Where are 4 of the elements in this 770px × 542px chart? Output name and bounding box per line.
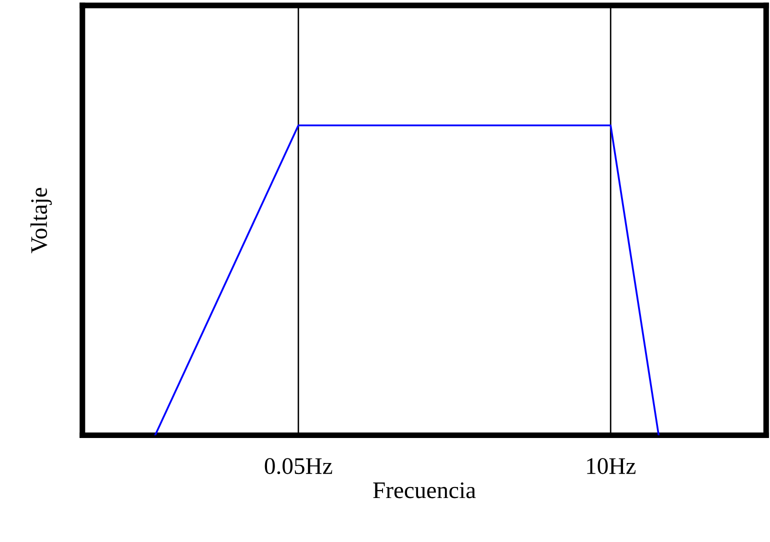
x-tick-label: 0.05Hz [264,458,332,474]
x-tick-label: 10Hz [587,458,636,474]
x-axis-title: Frecuencia [373,482,476,498]
y-axis-title: Voltaje [30,188,52,254]
